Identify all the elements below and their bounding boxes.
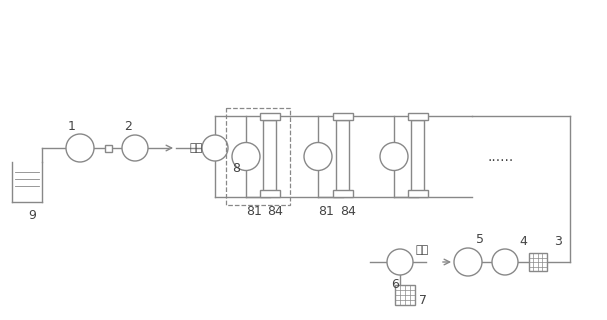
Text: 7: 7 xyxy=(419,293,427,307)
Bar xyxy=(412,119,424,194)
Text: 3: 3 xyxy=(554,235,562,247)
Text: 84: 84 xyxy=(267,204,283,218)
Text: 81: 81 xyxy=(318,204,334,218)
Circle shape xyxy=(304,142,332,171)
Text: 84: 84 xyxy=(340,204,356,218)
Bar xyxy=(408,190,428,197)
Text: 9: 9 xyxy=(28,209,36,221)
Text: 废液: 废液 xyxy=(415,245,429,255)
Text: 4: 4 xyxy=(519,235,527,247)
Circle shape xyxy=(492,249,518,275)
Text: 81: 81 xyxy=(246,204,262,218)
Text: 排废: 排废 xyxy=(189,143,203,153)
Text: 8: 8 xyxy=(232,162,240,174)
Text: 6: 6 xyxy=(391,277,399,291)
Circle shape xyxy=(387,249,413,275)
Bar xyxy=(263,119,277,194)
Text: ......: ...... xyxy=(488,149,514,164)
Bar xyxy=(260,190,280,197)
Text: 1: 1 xyxy=(68,119,76,132)
Circle shape xyxy=(202,135,228,161)
Circle shape xyxy=(232,142,260,171)
Bar xyxy=(408,113,428,119)
Circle shape xyxy=(380,142,408,171)
Bar xyxy=(333,190,353,197)
Circle shape xyxy=(66,134,94,162)
Circle shape xyxy=(454,248,482,276)
Circle shape xyxy=(122,135,148,161)
Bar xyxy=(336,119,350,194)
Bar xyxy=(395,285,415,305)
Text: 5: 5 xyxy=(476,233,484,245)
Bar xyxy=(260,113,280,119)
Bar xyxy=(106,145,112,151)
Bar xyxy=(333,113,353,119)
Text: 2: 2 xyxy=(124,119,132,132)
Bar xyxy=(529,253,547,271)
Bar xyxy=(226,108,290,205)
